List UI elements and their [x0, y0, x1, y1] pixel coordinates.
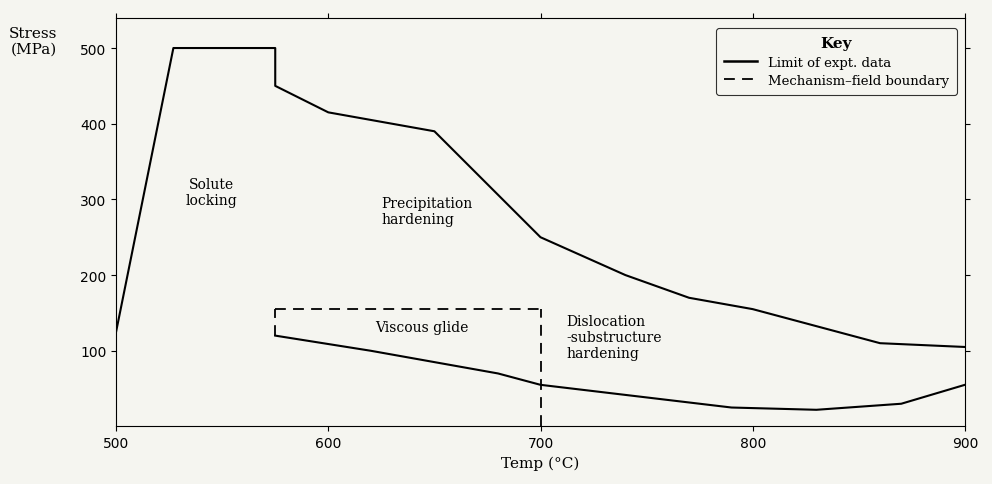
Text: Precipitation
hardening: Precipitation hardening	[381, 196, 472, 227]
Legend: Limit of expt. data, Mechanism–field boundary: Limit of expt. data, Mechanism–field bou…	[716, 30, 956, 96]
Y-axis label: Stress
(MPa): Stress (MPa)	[8, 27, 57, 57]
Text: Dislocation
-substructure
hardening: Dislocation -substructure hardening	[566, 314, 662, 361]
Text: Solute
locking: Solute locking	[186, 177, 237, 208]
X-axis label: Temp (°C): Temp (°C)	[501, 456, 579, 470]
Text: Viscous glide: Viscous glide	[375, 320, 468, 334]
